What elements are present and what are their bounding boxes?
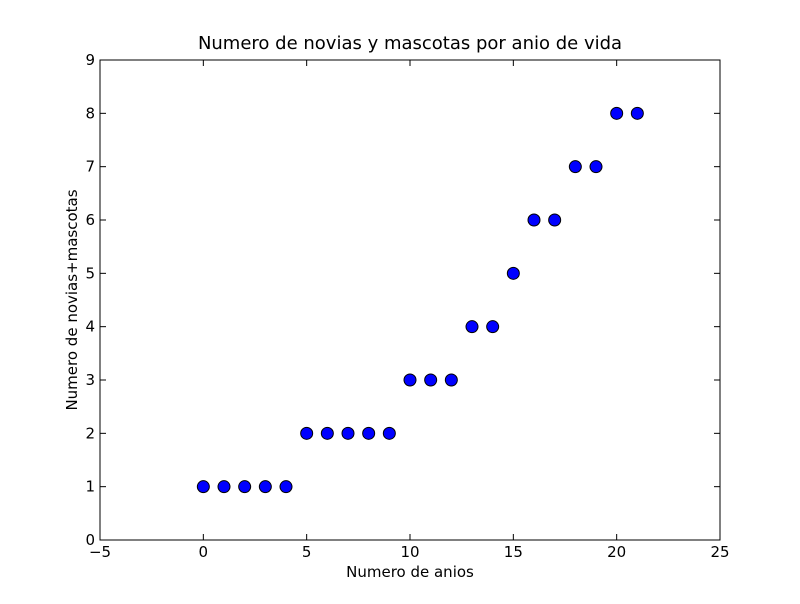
data-point <box>527 213 541 227</box>
y-tick-label: 1 <box>85 478 95 496</box>
x-tick-label: 25 <box>710 543 729 561</box>
data-point <box>568 160 582 174</box>
x-tick-label: 0 <box>199 543 209 561</box>
x-tick-label: 5 <box>302 543 312 561</box>
data-point <box>548 213 562 227</box>
x-tick-label: 10 <box>400 543 419 561</box>
data-point <box>403 373 417 387</box>
x-tick-label: 20 <box>607 543 626 561</box>
data-point <box>238 480 252 494</box>
y-axis: 0 1 2 3 4 5 6 7 8 9 <box>85 51 720 549</box>
data-point <box>486 320 500 334</box>
data-point <box>630 106 644 120</box>
data-point <box>589 160 603 174</box>
x-axis-label: Numero de anios <box>346 563 474 581</box>
x-axis: −5 0 5 10 15 20 25 <box>89 60 730 561</box>
chart-title: Numero de novias y mascotas por anio de … <box>198 33 622 54</box>
x-tick-label: 15 <box>504 543 523 561</box>
data-point <box>362 426 376 440</box>
data-point <box>196 480 210 494</box>
data-point <box>300 426 314 440</box>
y-tick-label: 3 <box>85 371 95 389</box>
data-point <box>341 426 355 440</box>
data-point <box>610 106 624 120</box>
data-point <box>320 426 334 440</box>
data-point <box>258 480 272 494</box>
data-point <box>217 480 231 494</box>
data-point <box>506 266 520 280</box>
y-tick-label: 4 <box>85 318 95 336</box>
y-tick-label: 5 <box>85 264 95 282</box>
data-point <box>279 480 293 494</box>
y-tick-label: 7 <box>85 158 95 176</box>
data-point <box>424 373 438 387</box>
plot-frame <box>99 59 721 541</box>
y-tick-label: 9 <box>85 51 95 69</box>
data-point <box>444 373 458 387</box>
y-tick-label: 8 <box>85 104 95 122</box>
data-point <box>382 426 396 440</box>
data-point <box>465 320 479 334</box>
y-tick-label: 6 <box>85 211 95 229</box>
y-tick-label: 0 <box>85 531 95 549</box>
y-tick-label: 2 <box>85 424 95 442</box>
data-points <box>196 106 644 494</box>
y-axis-label: Numero de novias+mascotas <box>63 189 81 410</box>
x-tick-label: −5 <box>89 543 111 561</box>
